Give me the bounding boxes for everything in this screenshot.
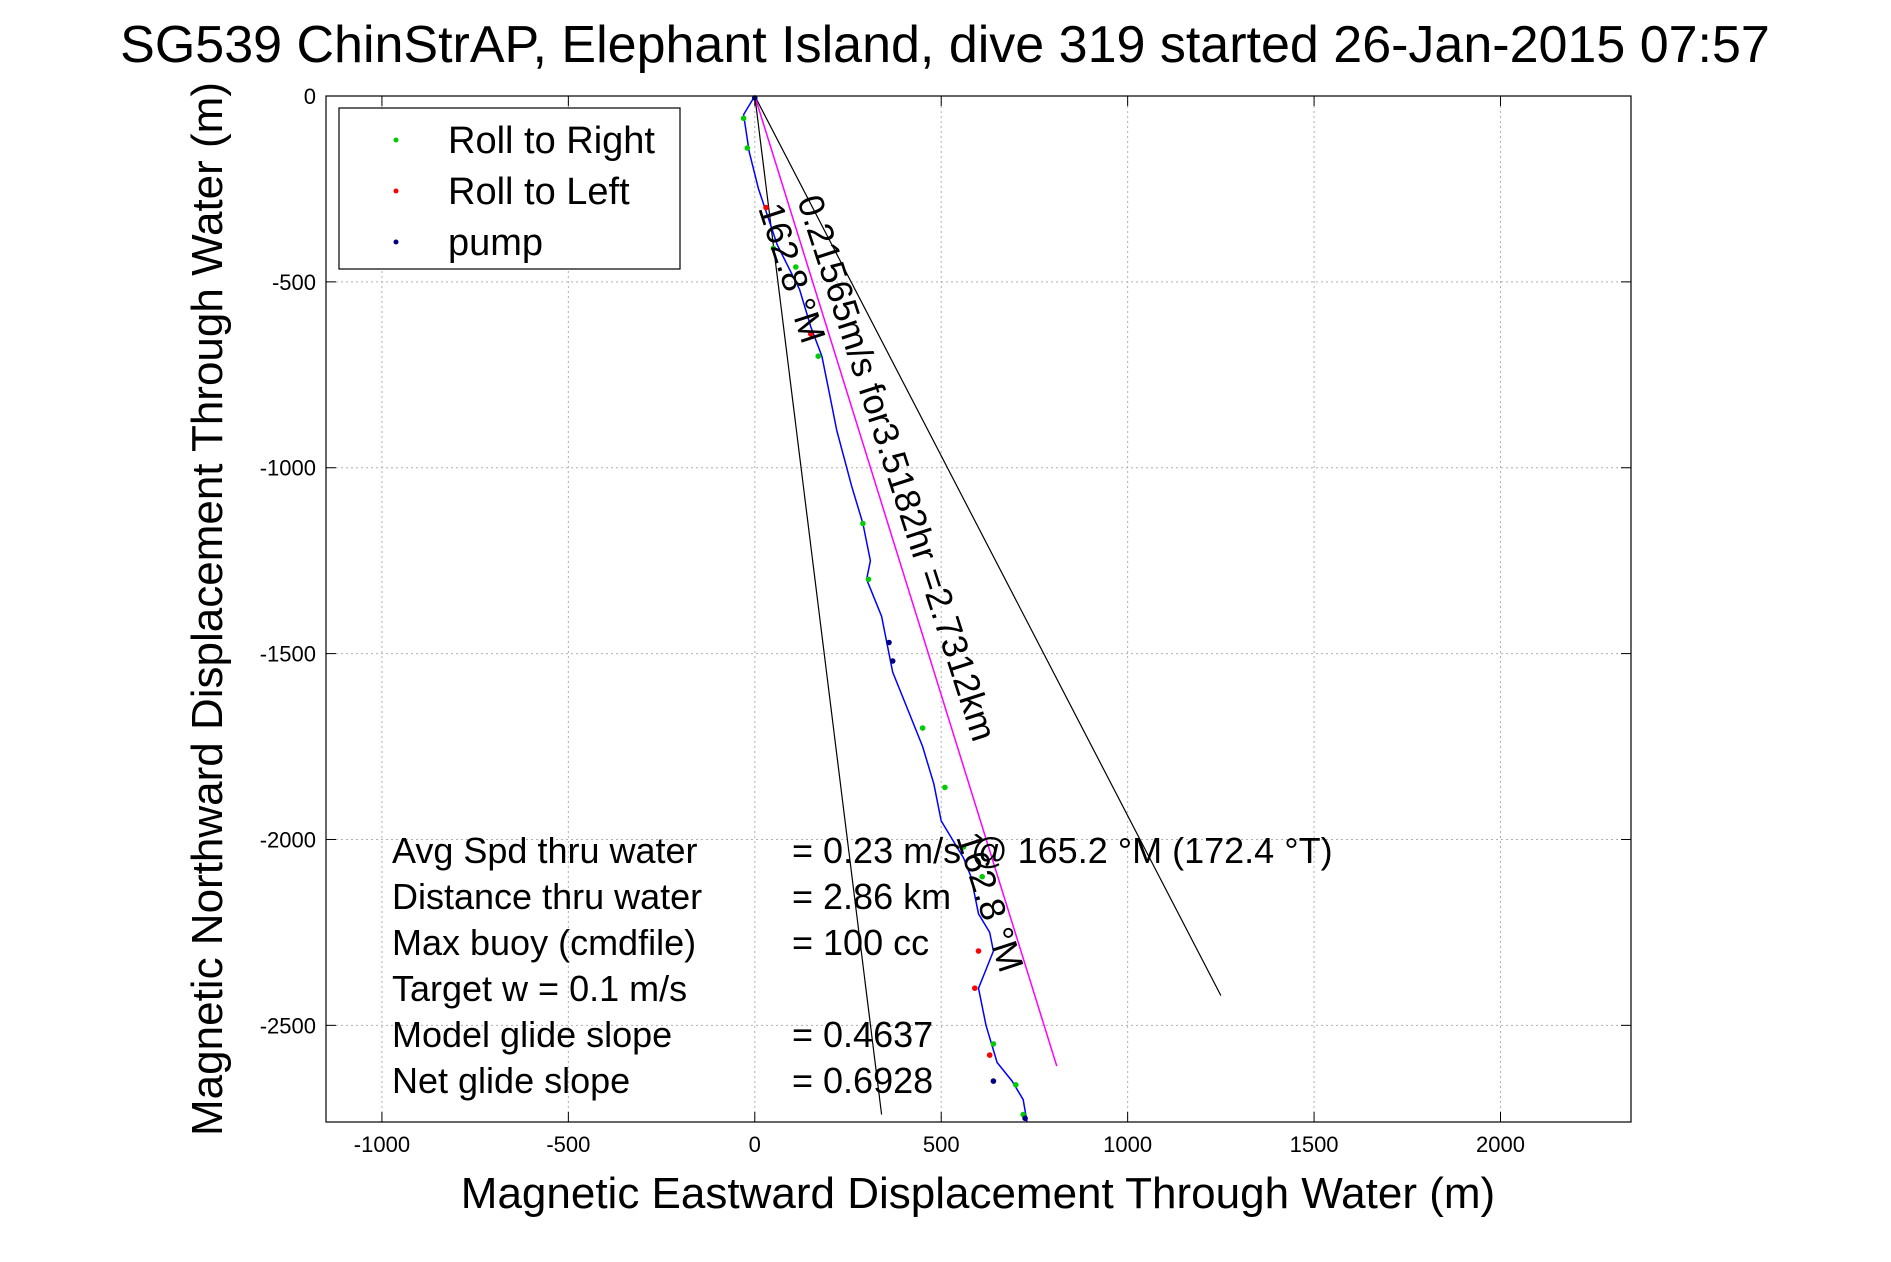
y-ticks: 0 -500 -1000 -1500 -2000 -2500 — [260, 84, 1631, 1038]
roll-left-point — [763, 204, 769, 211]
summary-value: = 100 cc — [792, 922, 929, 963]
legend-marker-pump — [393, 239, 399, 245]
pump-point — [889, 658, 896, 664]
x-tick-label: 0 — [749, 1132, 761, 1157]
x-axis-label: Magnetic Eastward Displacement Through W… — [461, 1169, 1495, 1218]
roll-right-point — [1013, 1082, 1019, 1088]
pump-point — [1022, 1115, 1028, 1122]
summary-label: Net glide slope — [392, 1060, 630, 1101]
y-tick-label: -1000 — [260, 456, 316, 481]
summary-label: Model glide slope — [392, 1014, 672, 1055]
roll-left-point — [807, 331, 814, 337]
dive-track-line — [742, 95, 1028, 1123]
legend: Roll to Right Roll to Left pump — [338, 107, 681, 270]
x-tick-label: 1500 — [1290, 1132, 1339, 1157]
pump-point — [886, 639, 892, 646]
x-tick-label: -500 — [546, 1132, 590, 1157]
roll-right-point — [770, 245, 777, 252]
summary-value: = 0.6928 — [792, 1060, 933, 1101]
cone-line — [754, 95, 1222, 996]
y-tick-label: 0 — [304, 84, 316, 109]
summary-label: Max buoy (cmdfile) — [392, 922, 696, 963]
roll-right-point — [860, 520, 866, 527]
legend-marker-roll-left — [393, 188, 399, 194]
summary-value: = 2.86 km — [792, 876, 951, 917]
chart-title: SG539 ChinStrAP, Elephant Island, dive 3… — [120, 16, 1770, 74]
summary-label: Avg Spd thru water — [392, 830, 698, 871]
x-tick-label: 2000 — [1476, 1132, 1525, 1157]
x-tick-label: 1000 — [1103, 1132, 1152, 1157]
roll-left-point — [972, 985, 978, 991]
roll-right-point — [990, 1041, 997, 1047]
y-tick-label: -500 — [272, 270, 316, 295]
roll-right-point — [740, 115, 747, 122]
pump-point — [990, 1078, 997, 1084]
roll-left-point — [986, 1052, 993, 1058]
legend-marker-roll-right — [393, 137, 399, 143]
x-tick-label: 500 — [923, 1132, 960, 1157]
plot-frame — [325, 95, 1632, 1123]
legend-label-roll-left: Roll to Left — [448, 171, 630, 213]
roll-left-point — [975, 948, 982, 954]
data-layer — [740, 95, 1222, 1123]
roll-right-point — [942, 784, 948, 791]
roll-right-point — [919, 725, 926, 731]
y-axis-label: Magnetic Northward Displacement Through … — [183, 82, 232, 1136]
roll-right-point — [979, 873, 985, 880]
roll-right-point — [865, 576, 872, 583]
roll-right-point — [960, 844, 967, 850]
y-tick-label: -2500 — [260, 1013, 316, 1038]
summary-stats: Avg Spd thru water = 0.23 m/s @ 165.2 °M… — [392, 830, 1333, 1101]
x-tick-label: -1000 — [354, 1132, 410, 1157]
summary-label: Target w = 0.1 m/s — [392, 968, 687, 1009]
roll-right-point — [744, 145, 751, 151]
roll-right-point — [793, 264, 799, 270]
y-tick-label: -2000 — [260, 827, 316, 852]
x-ticks: -1000 -500 0 500 1000 1500 2000 — [354, 96, 1525, 1157]
summary-label: Distance thru water — [392, 876, 702, 917]
roll-right-point — [815, 353, 821, 360]
summary-value: = 0.4637 — [792, 1014, 933, 1055]
summary-value: = 0.23 m/s @ 165.2 °M (172.4 °T) — [792, 830, 1333, 871]
legend-label-pump: pump — [448, 222, 543, 264]
legend-label-roll-right: Roll to Right — [448, 120, 655, 162]
y-tick-label: -1500 — [260, 642, 316, 667]
cone-line — [754, 95, 883, 1115]
mean-heading-line — [754, 95, 1058, 1067]
